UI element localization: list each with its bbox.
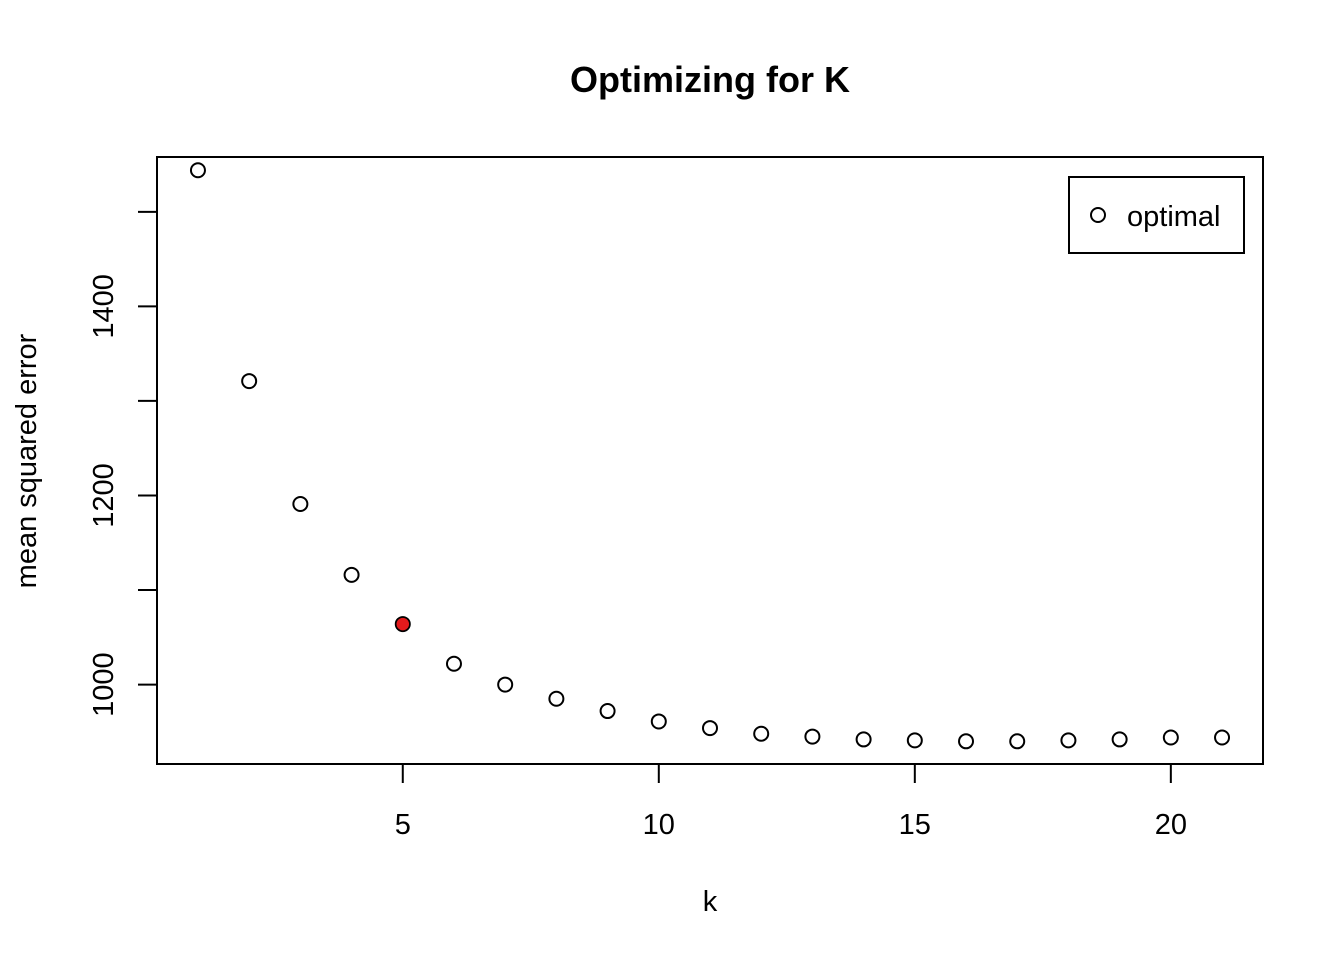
data-point: [599, 703, 616, 720]
data-point: [1214, 729, 1231, 746]
optimal-point: [395, 616, 411, 632]
data-point: [1060, 732, 1077, 749]
data-point: [855, 731, 872, 748]
data-point: [343, 566, 360, 583]
data-point: [445, 655, 462, 672]
x-tick-label: 15: [899, 809, 931, 841]
y-axis: 1000 1200 1400: [88, 210, 158, 717]
data-point: [1111, 731, 1128, 748]
data-point: [292, 495, 309, 512]
data-point: [650, 713, 667, 730]
chart-title: Optimizing for K: [570, 59, 850, 100]
legend: optimal: [1068, 176, 1245, 254]
x-tick-label: 20: [1155, 809, 1187, 841]
data-point: [958, 733, 975, 750]
legend-box: [1068, 176, 1245, 254]
legend-marker-icon: [1090, 207, 1106, 223]
data-point: [1009, 733, 1026, 750]
data-point: [906, 732, 923, 749]
data-point: [548, 690, 565, 707]
y-axis-title: mean squared error: [11, 333, 43, 588]
data-point: [497, 676, 514, 693]
y-tick-label: 1400: [88, 274, 120, 339]
y-tick-label: 1000: [88, 652, 120, 717]
legend-label: optimal: [1127, 201, 1221, 233]
data-point: [804, 728, 821, 745]
data-point: [702, 720, 718, 737]
x-tick-label: 5: [395, 809, 411, 841]
x-tick-label: 10: [643, 809, 675, 841]
data-point: [241, 373, 258, 390]
y-tick-label: 1200: [88, 463, 120, 528]
data-point: [189, 162, 206, 179]
data-point: [753, 725, 770, 742]
x-axis-title: k: [703, 886, 718, 918]
x-axis: 5 10 15 20: [395, 763, 1187, 841]
data-points: [189, 162, 1231, 750]
data-point: [1162, 729, 1179, 746]
